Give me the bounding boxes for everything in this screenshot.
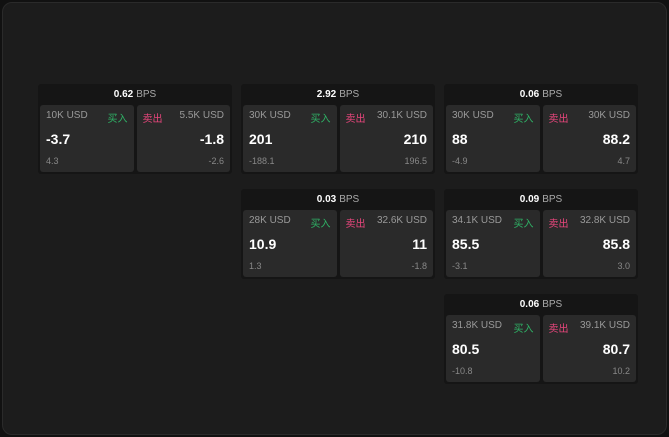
sell-label: 卖出 — [548, 114, 569, 125]
buy-price: -3.7 — [46, 131, 71, 147]
buy-size: 10K USD — [46, 110, 88, 121]
buy-change: 1.3 — [249, 261, 262, 271]
spread-unit: BPS — [136, 89, 157, 100]
buy-price: 201 — [249, 131, 273, 147]
spread-value: 0.62 — [113, 89, 134, 100]
buy-cell[interactable]: 10K USD 买入 -3.7 4.3 — [40, 105, 134, 172]
quote-card: 0.06 BPS 31.8K USD 买入 80.5 -10.8 卖出 39.1K U… — [444, 294, 638, 384]
quote-card: 0.06 BPS 30K USD 买入 88 -4.9 卖出 30K USD 88.2… — [444, 84, 638, 174]
quote-card: 2.92 BPS 30K USD 买入 201 -188.1 卖出 30.1K USD… — [241, 84, 435, 174]
buy-cell[interactable]: 31.8K USD 买入 80.5 -10.8 — [446, 315, 540, 382]
sell-price: 85.8 — [602, 236, 630, 252]
quote-card: 0.62 BPS 10K USD 买入 -3.7 4.3 卖出 5.5K USD -1… — [38, 84, 232, 174]
sell-size: 32.8K USD — [579, 215, 630, 226]
spread-unit: BPS — [339, 89, 360, 100]
buy-label: 买入 — [107, 114, 128, 125]
sell-label: 卖出 — [142, 114, 163, 125]
buy-label: 买入 — [513, 219, 534, 230]
buy-size: 28K USD — [249, 215, 291, 226]
sell-cell[interactable]: 卖出 32.6K USD 11 -1.8 — [339, 210, 433, 277]
sell-price: 210 — [403, 131, 427, 147]
quote-card: 0.09 BPS 34.1K USD 买入 85.5 -3.1 卖出 32.8K US… — [444, 189, 638, 279]
spread-header: 0.62 BPS — [38, 84, 232, 105]
spread-value: 0.06 — [519, 299, 540, 310]
sell-size: 32.6K USD — [376, 215, 427, 226]
buy-size: 30K USD — [452, 110, 494, 121]
sell-price: -1.8 — [199, 131, 224, 147]
buy-label: 买入 — [310, 114, 331, 125]
buy-cell[interactable]: 30K USD 买入 88 -4.9 — [446, 105, 540, 172]
spread-unit: BPS — [542, 89, 563, 100]
buy-size: 34.1K USD — [452, 215, 503, 226]
sell-cell[interactable]: 卖出 32.8K USD 85.8 3.0 — [542, 210, 636, 277]
sell-label: 卖出 — [548, 324, 569, 335]
buy-cell[interactable]: 30K USD 买入 201 -188.1 — [243, 105, 337, 172]
spread-unit: BPS — [339, 194, 360, 205]
sell-size: 5.5K USD — [179, 110, 224, 121]
sell-change: 3.0 — [617, 261, 630, 271]
sell-cell[interactable]: 卖出 30.1K USD 210 196.5 — [339, 105, 433, 172]
sell-label: 卖出 — [345, 219, 366, 230]
buy-price: 85.5 — [452, 236, 480, 252]
sell-size: 39.1K USD — [579, 320, 630, 331]
spread-header: 2.92 BPS — [241, 84, 435, 105]
sell-label: 卖出 — [345, 114, 366, 125]
sell-label: 卖出 — [548, 219, 569, 230]
spread-header: 0.09 BPS — [444, 189, 638, 210]
spread-value: 0.06 — [519, 89, 540, 100]
buy-price: 80.5 — [452, 341, 480, 357]
sell-change: 196.5 — [404, 156, 427, 166]
sell-price: 88.2 — [602, 131, 630, 147]
spread-value: 0.09 — [519, 194, 540, 205]
buy-change: -10.8 — [452, 366, 473, 376]
sell-change: 10.2 — [612, 366, 630, 376]
sell-size: 30.1K USD — [376, 110, 427, 121]
sell-cell[interactable]: 卖出 39.1K USD 80.7 10.2 — [542, 315, 636, 382]
buy-change: -188.1 — [249, 156, 275, 166]
sell-size: 30K USD — [588, 110, 630, 121]
buy-cell[interactable]: 34.1K USD 买入 85.5 -3.1 — [446, 210, 540, 277]
spread-header: 0.03 BPS — [241, 189, 435, 210]
sell-change: -2.6 — [208, 156, 224, 166]
buy-change: -3.1 — [452, 261, 468, 271]
spread-header: 0.06 BPS — [444, 294, 638, 315]
buy-label: 买入 — [513, 114, 534, 125]
buy-change: -4.9 — [452, 156, 468, 166]
buy-price: 88 — [452, 131, 468, 147]
spread-value: 0.03 — [316, 194, 337, 205]
sell-cell[interactable]: 卖出 30K USD 88.2 4.7 — [542, 105, 636, 172]
sell-change: -1.8 — [411, 261, 427, 271]
buy-label: 买入 — [310, 219, 331, 230]
spread-unit: BPS — [542, 194, 563, 205]
buy-cell[interactable]: 28K USD 买入 10.9 1.3 — [243, 210, 337, 277]
buy-size: 30K USD — [249, 110, 291, 121]
spread-unit: BPS — [542, 299, 563, 310]
sell-change: 4.7 — [617, 156, 630, 166]
buy-label: 买入 — [513, 324, 534, 335]
sell-cell[interactable]: 卖出 5.5K USD -1.8 -2.6 — [136, 105, 230, 172]
sell-price: 80.7 — [602, 341, 630, 357]
buy-size: 31.8K USD — [452, 320, 503, 331]
sell-price: 11 — [412, 236, 427, 252]
spread-header: 0.06 BPS — [444, 84, 638, 105]
quote-card: 0.03 BPS 28K USD 买入 10.9 1.3 卖出 32.6K USD 1… — [241, 189, 435, 279]
buy-change: 4.3 — [46, 156, 59, 166]
buy-price: 10.9 — [249, 236, 277, 252]
spread-value: 2.92 — [316, 89, 337, 100]
